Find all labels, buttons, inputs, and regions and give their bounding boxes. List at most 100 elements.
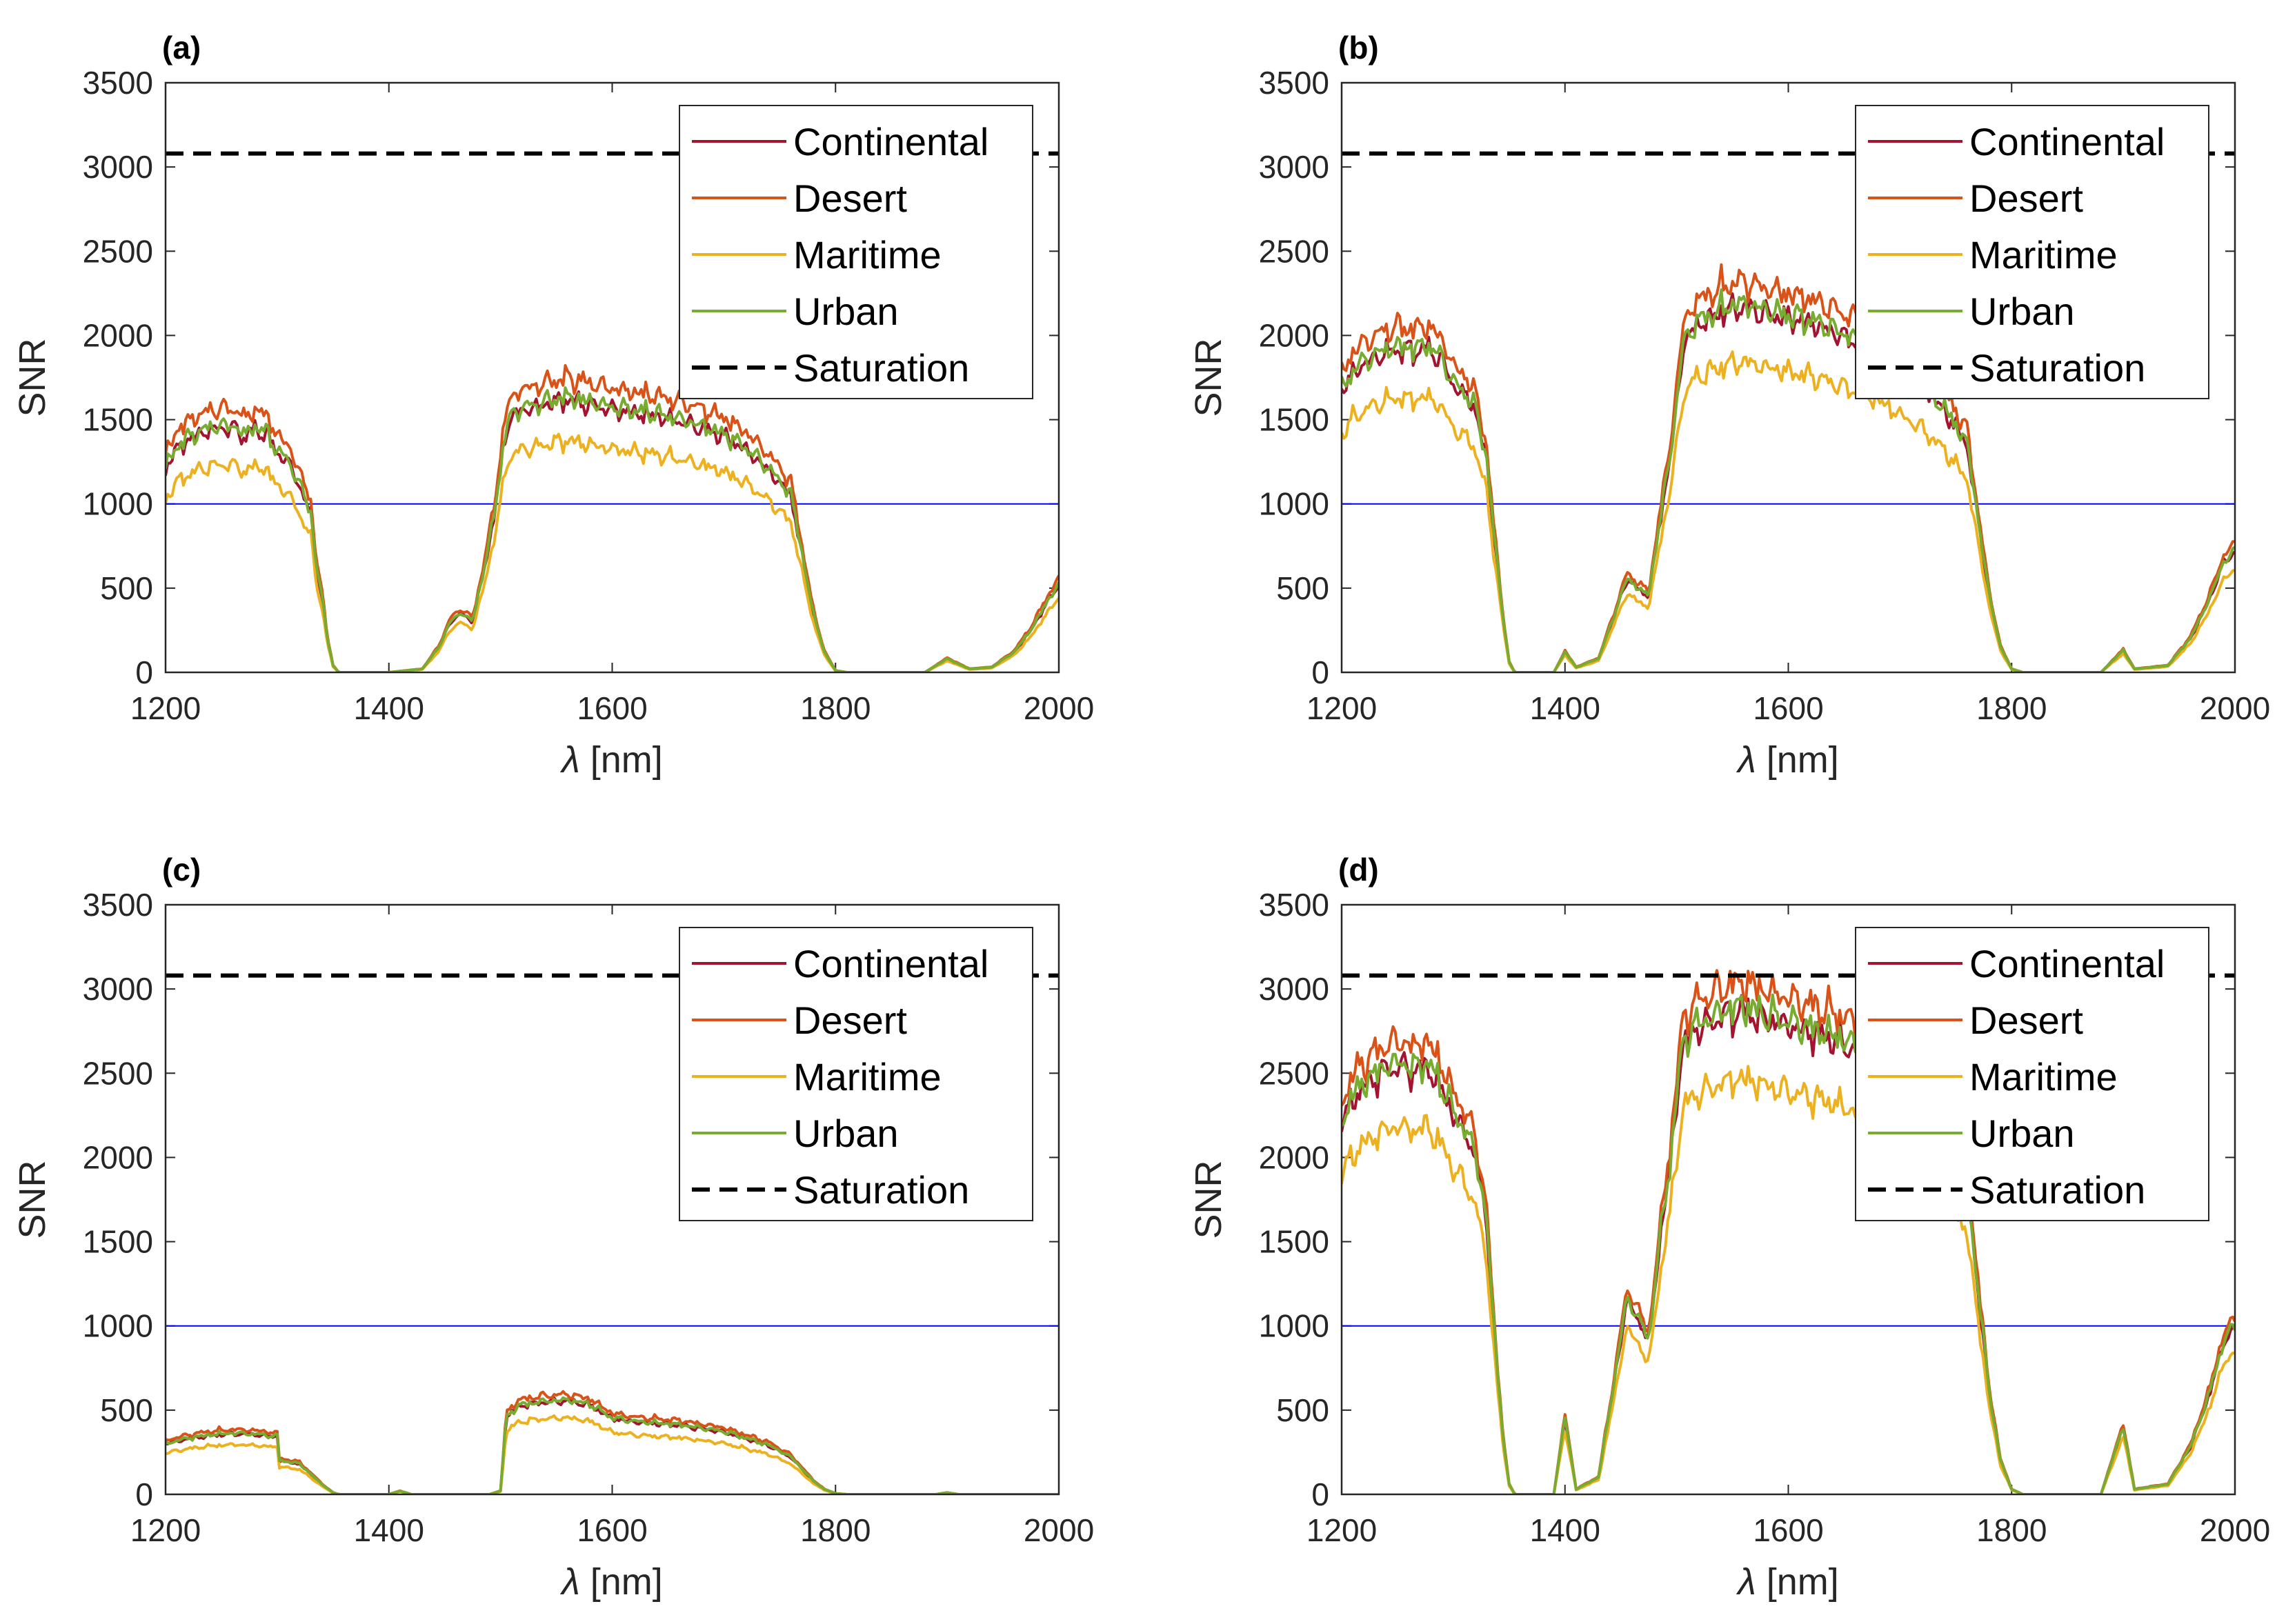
panel-a: (a) 0 500 1000 1500 2000 2500 3000 3500 1200 1400 1… bbox=[12, 30, 1094, 781]
series-line-urban bbox=[1342, 993, 2235, 1494]
panels: (a) 0 500 1000 1500 2000 2500 3000 3500 1200 1400 1… bbox=[12, 30, 2270, 1603]
y-tick-label: 0 bbox=[1311, 654, 1329, 690]
panel-label: (a) bbox=[162, 30, 201, 66]
legend-label-urban: Urban bbox=[1969, 1112, 2075, 1155]
legend-label-saturation: Saturation bbox=[793, 346, 969, 390]
series-line-maritime bbox=[1342, 1065, 2235, 1494]
y-tick-label: 1500 bbox=[1259, 1224, 1329, 1260]
y-axis-label: SNR bbox=[12, 338, 53, 417]
y-tick-label: 1000 bbox=[1259, 1308, 1329, 1344]
x-tick-label: 1400 bbox=[354, 690, 424, 726]
y-tick-label: 0 bbox=[135, 654, 153, 690]
legend-box bbox=[1855, 105, 2209, 399]
legend-label-desert: Desert bbox=[1969, 177, 2083, 220]
axes-box bbox=[1340, 81, 2236, 674]
x-axis-label-symbol: λ bbox=[559, 739, 580, 781]
y-axis-label: SNR bbox=[1188, 1160, 1229, 1239]
y-tick-label: 1500 bbox=[83, 1224, 153, 1260]
y-tick-label: 3000 bbox=[1259, 971, 1329, 1007]
axes-box bbox=[1340, 903, 2236, 1496]
series-line-maritime bbox=[166, 1414, 1059, 1494]
x-tick-label: 1800 bbox=[800, 690, 871, 726]
panel-label: (d) bbox=[1338, 852, 1379, 888]
y-tick-label: 500 bbox=[1276, 570, 1329, 606]
y-axis-label: SNR bbox=[1188, 338, 1229, 417]
legend-label-saturation: Saturation bbox=[793, 1168, 969, 1212]
panel-b: (b) 0 500 1000 1500 2000 2500 3000 3500 1200 1400 1… bbox=[1188, 30, 2270, 781]
y-tick-label: 2000 bbox=[83, 317, 153, 353]
y-tick-label: 500 bbox=[1276, 1392, 1329, 1428]
legend-label-desert: Desert bbox=[793, 177, 907, 220]
x-tick-label: 1400 bbox=[354, 1512, 424, 1548]
x-axis-label-unit: [nm] bbox=[1756, 1561, 1839, 1603]
y-tick-label: 0 bbox=[135, 1476, 153, 1512]
axes-box bbox=[164, 903, 1060, 1496]
y-tick-label: 0 bbox=[1311, 1476, 1329, 1512]
legend-label-desert: Desert bbox=[793, 999, 907, 1042]
x-tick-label: 1200 bbox=[130, 690, 201, 726]
x-axis-label: λ [nm] bbox=[559, 1561, 663, 1603]
legend-label-continental: Continental bbox=[793, 120, 988, 163]
y-axis-label: SNR bbox=[12, 1160, 53, 1239]
legend-label-desert: Desert bbox=[1969, 999, 2083, 1042]
legend-label-maritime: Maritime bbox=[793, 233, 942, 277]
x-axis-label-unit: [nm] bbox=[1756, 739, 1839, 781]
series-line-urban bbox=[166, 1396, 1059, 1494]
series-line-maritime bbox=[166, 432, 1059, 672]
legend-label-saturation: Saturation bbox=[1969, 346, 2145, 390]
y-tick-label: 3500 bbox=[1259, 887, 1329, 923]
y-tick-label: 2500 bbox=[83, 233, 153, 269]
legend-label-maritime: Maritime bbox=[1969, 233, 2118, 277]
y-tick-label: 500 bbox=[100, 570, 153, 606]
x-tick-label: 1600 bbox=[1753, 1512, 1823, 1548]
legend-label-urban: Urban bbox=[793, 1112, 899, 1155]
y-tick-label: 3000 bbox=[83, 149, 153, 185]
x-tick-label: 1200 bbox=[130, 1512, 201, 1548]
x-tick-label: 1800 bbox=[1976, 690, 2047, 726]
y-tick-label: 2000 bbox=[1259, 1139, 1329, 1175]
x-tick-label: 1600 bbox=[577, 690, 647, 726]
y-tick-label: 3500 bbox=[83, 65, 153, 101]
legend: Continental Desert Maritime Urban Saturation bbox=[1855, 105, 2209, 399]
y-tick-label: 3000 bbox=[83, 971, 153, 1007]
x-axis-label: λ [nm] bbox=[1736, 1561, 1839, 1603]
x-tick-label: 2000 bbox=[1024, 1512, 1094, 1548]
x-axis-label-symbol: λ bbox=[559, 1561, 580, 1603]
y-tick-label: 2000 bbox=[83, 1139, 153, 1175]
y-tick-label: 2000 bbox=[1259, 317, 1329, 353]
series-line-maritime bbox=[1342, 350, 2235, 672]
x-axis-label: λ [nm] bbox=[559, 739, 663, 781]
series-line-urban bbox=[166, 386, 1059, 672]
y-tick-label: 3500 bbox=[83, 887, 153, 923]
x-tick-label: 1800 bbox=[800, 1512, 871, 1548]
legend-box bbox=[679, 105, 1033, 399]
x-tick-label: 2000 bbox=[2200, 1512, 2270, 1548]
legend: Continental Desert Maritime Urban Saturation bbox=[679, 105, 1033, 399]
x-tick-label: 1400 bbox=[1530, 1512, 1600, 1548]
y-tick-label: 500 bbox=[100, 1392, 153, 1428]
x-tick-label: 1400 bbox=[1530, 690, 1600, 726]
x-axis-label: λ [nm] bbox=[1736, 739, 1839, 781]
y-tick-label: 2500 bbox=[1259, 1055, 1329, 1091]
legend-label-continental: Continental bbox=[1969, 120, 2165, 163]
y-tick-label: 1500 bbox=[83, 402, 153, 438]
y-tick-label: 2500 bbox=[1259, 233, 1329, 269]
x-tick-label: 1800 bbox=[1976, 1512, 2047, 1548]
legend-label-continental: Continental bbox=[793, 942, 988, 985]
x-tick-label: 1200 bbox=[1306, 1512, 1377, 1548]
x-tick-label: 1600 bbox=[577, 1512, 647, 1548]
legend-box bbox=[679, 927, 1033, 1221]
x-tick-label: 2000 bbox=[1024, 690, 1094, 726]
x-axis-label-unit: [nm] bbox=[580, 1561, 663, 1603]
legend-label-maritime: Maritime bbox=[1969, 1055, 2118, 1099]
x-axis-label-symbol: λ bbox=[1736, 1561, 1756, 1603]
y-tick-label: 3500 bbox=[1259, 65, 1329, 101]
y-tick-label: 1500 bbox=[1259, 402, 1329, 438]
legend-box bbox=[1855, 927, 2209, 1221]
series-line-urban bbox=[1342, 288, 2235, 672]
y-tick-label: 2500 bbox=[83, 1055, 153, 1091]
legend-label-continental: Continental bbox=[1969, 942, 2165, 985]
panel-label: (c) bbox=[162, 852, 201, 888]
y-tick-label: 1000 bbox=[83, 486, 153, 522]
